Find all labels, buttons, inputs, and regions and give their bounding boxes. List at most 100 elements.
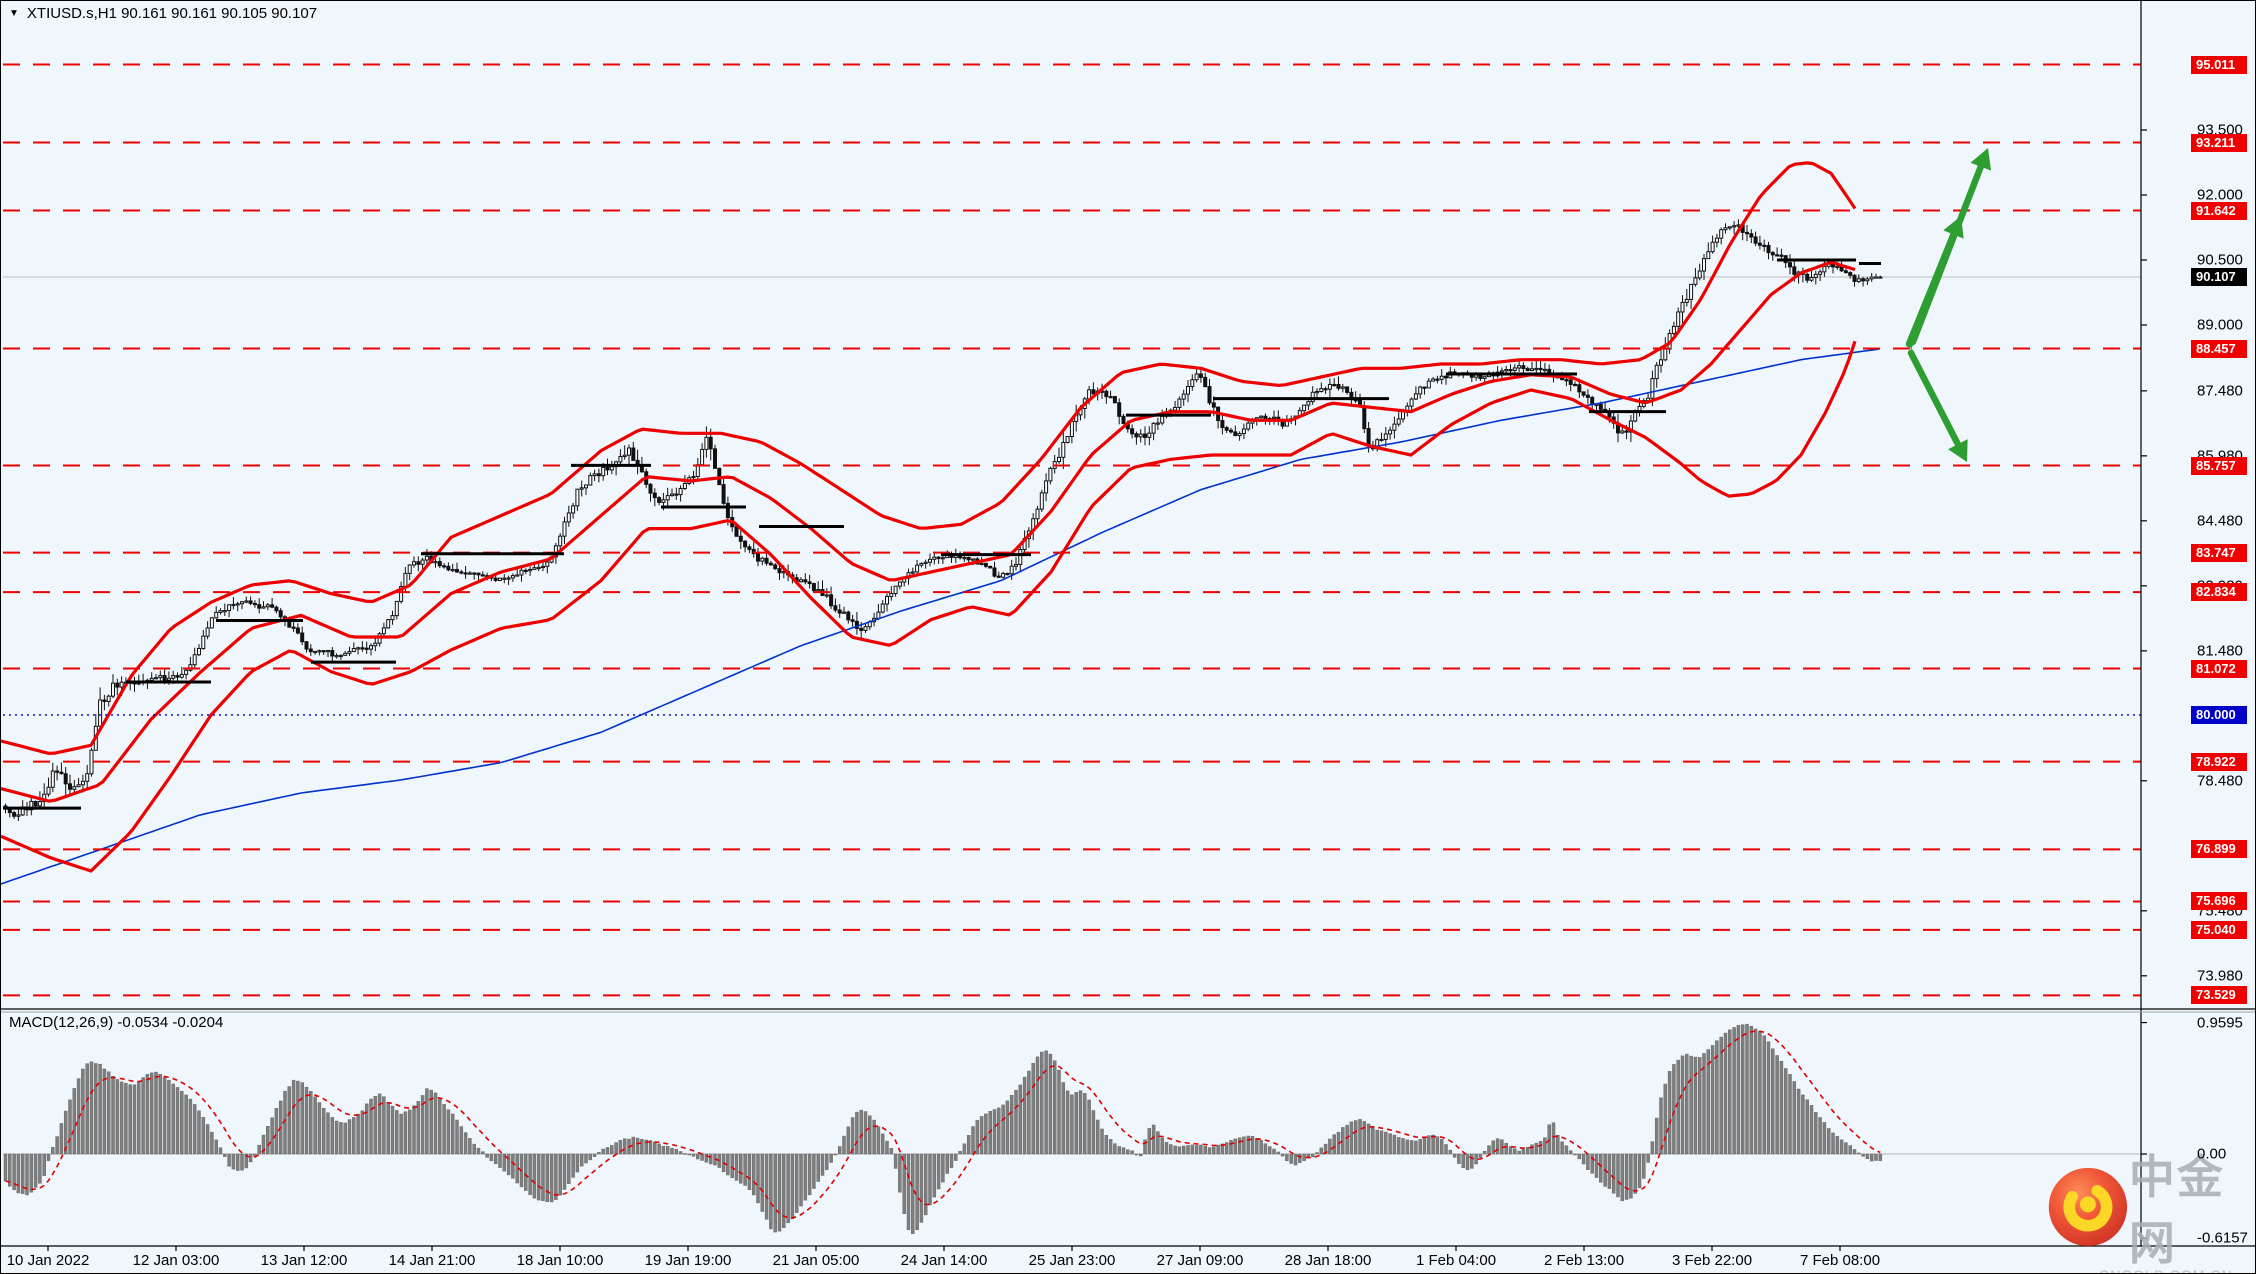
macd-histogram-bar	[270, 1117, 274, 1155]
candle-up	[326, 649, 330, 653]
candle-up	[1654, 364, 1659, 380]
candle-down	[1134, 433, 1139, 438]
macd-histogram-bar	[1680, 1055, 1685, 1155]
macd-histogram-bar	[1315, 1152, 1319, 1155]
macd-histogram-bar	[708, 1153, 713, 1165]
macd-histogram-bar	[1783, 1068, 1788, 1155]
macd-histogram-bar	[1104, 1135, 1109, 1155]
candle-up	[467, 572, 472, 575]
candle-up	[661, 499, 666, 503]
candle-up	[893, 585, 898, 595]
candle-up	[403, 572, 408, 588]
candle-down	[1568, 379, 1573, 385]
candle-up	[209, 617, 214, 629]
candle-down	[360, 647, 365, 650]
macd-histogram-bar	[1560, 1141, 1564, 1155]
macd-histogram-bar	[1878, 1153, 1883, 1161]
moving-average-blue-line	[1, 348, 1880, 885]
candle-up	[424, 555, 429, 561]
macd-histogram-bar	[171, 1083, 175, 1155]
macd-histogram-bar	[115, 1079, 120, 1155]
candle-down	[1753, 236, 1758, 244]
candle-up	[1039, 492, 1044, 510]
candle-down	[1749, 233, 1754, 238]
candle-up	[799, 579, 803, 583]
macd-histogram-bar	[1642, 1153, 1646, 1179]
candle-up	[76, 784, 81, 788]
candle-down	[1444, 375, 1448, 379]
macd-histogram-bar	[498, 1153, 502, 1168]
candle-up	[201, 635, 206, 649]
macd-histogram-bar	[837, 1146, 842, 1155]
candle-down	[1366, 428, 1371, 446]
candle-down	[1861, 278, 1866, 282]
candle-up	[915, 564, 920, 573]
macd-histogram-bar	[214, 1139, 218, 1155]
candle-up	[1663, 348, 1668, 361]
macd-histogram-bar	[1461, 1153, 1465, 1168]
macd-histogram-bar	[657, 1143, 661, 1155]
macd-histogram-bar	[1031, 1062, 1035, 1155]
candle-down	[859, 627, 864, 631]
macd-histogram-bar	[1332, 1134, 1336, 1155]
macd-histogram-bar	[63, 1110, 68, 1155]
forecast-arrow-up[interactable]	[1905, 225, 1959, 348]
candle-down	[442, 565, 447, 568]
level-price-tag: 91.642	[2191, 201, 2247, 220]
macd-histogram-bar	[463, 1132, 468, 1155]
candle-up	[407, 564, 412, 574]
candle-down	[175, 675, 180, 678]
candle-up	[188, 664, 193, 671]
macd-histogram-bar	[1126, 1149, 1130, 1155]
candle-up	[149, 677, 154, 681]
macd-histogram-bar	[1362, 1121, 1367, 1155]
symbol-dropdown-icon[interactable]: ▼	[9, 7, 19, 19]
candle-down	[1624, 430, 1629, 433]
candle-up	[1869, 276, 1874, 280]
macd-histogram-bar	[266, 1126, 270, 1155]
forecast-arrow-down[interactable]	[1907, 349, 1964, 453]
candle-up	[609, 466, 614, 471]
candle-down	[1843, 270, 1848, 274]
macd-histogram-bar	[1164, 1141, 1169, 1155]
macd-histogram-bar	[885, 1140, 889, 1155]
macd-histogram-bar	[782, 1153, 786, 1228]
candle-down	[1203, 376, 1208, 388]
macd-histogram-bar	[1289, 1153, 1293, 1164]
candle-up	[1302, 404, 1307, 412]
macd-histogram-bar	[1857, 1152, 1861, 1155]
macd-histogram-bar	[1564, 1145, 1569, 1155]
candle-up	[566, 512, 571, 523]
macd-histogram-bar	[235, 1153, 240, 1171]
macd-histogram-bar	[597, 1152, 601, 1155]
candle-up	[158, 675, 163, 679]
macd-histogram-bar	[949, 1153, 954, 1168]
macd-histogram-bar	[119, 1081, 124, 1155]
macd-histogram-bar	[489, 1153, 494, 1162]
macd-histogram-bar	[1285, 1153, 1289, 1162]
candle-up	[317, 650, 322, 653]
macd-histogram-bar	[975, 1120, 980, 1155]
candle-down	[1345, 386, 1350, 393]
candle-down	[966, 557, 971, 561]
candle-up	[1155, 422, 1160, 425]
candle-up	[171, 675, 176, 679]
macd-histogram-bar	[640, 1139, 644, 1155]
macd-histogram-bar	[1302, 1153, 1306, 1161]
candle-up	[1723, 227, 1728, 231]
candle-down	[446, 565, 451, 571]
candle-down	[1332, 383, 1337, 387]
macd-histogram-bar	[829, 1153, 833, 1163]
candle-up	[1650, 378, 1655, 399]
macd-histogram-bar	[1018, 1084, 1023, 1155]
candle-up	[1160, 415, 1165, 424]
candle-up	[1706, 251, 1711, 260]
candle-up	[1065, 435, 1070, 443]
candle-down	[936, 556, 941, 560]
candle-up	[1517, 365, 1522, 369]
candle-up	[334, 655, 339, 658]
macd-histogram-bar	[416, 1101, 421, 1155]
candle-up	[1689, 283, 1694, 300]
candle-up	[1659, 359, 1663, 366]
